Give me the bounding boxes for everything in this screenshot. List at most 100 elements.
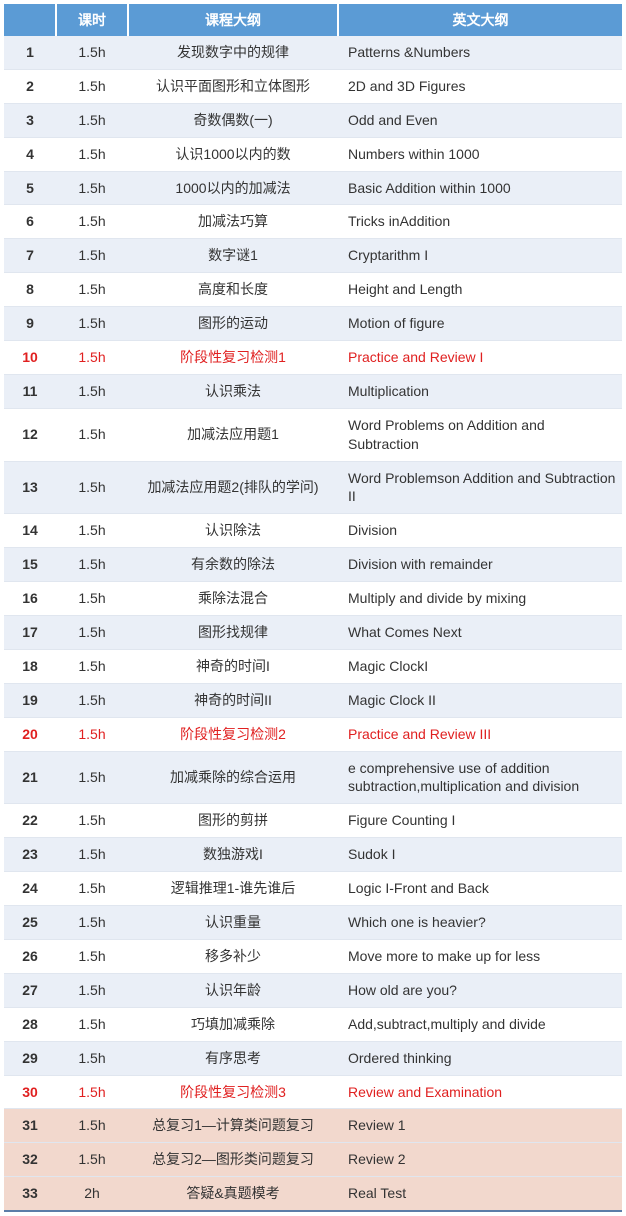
- table-row: 211.5h加减乘除的综合运用e comprehensive use of ad…: [4, 751, 622, 804]
- cell-cn: 神奇的时间II: [128, 683, 338, 717]
- cell-hours: 1.5h: [56, 408, 128, 461]
- cell-en: 2D and 3D Figures: [338, 69, 622, 103]
- cell-cn: 认识重量: [128, 906, 338, 940]
- cell-cn: 巧填加减乘除: [128, 1007, 338, 1041]
- cell-cn: 1000以内的加减法: [128, 171, 338, 205]
- cell-hours: 1.5h: [56, 1143, 128, 1177]
- table-row: 31.5h奇数偶数(一)Odd and Even: [4, 103, 622, 137]
- curriculum-table: 课时 课程大纲 英文大纲 11.5h发现数字中的规律Patterns &Numb…: [4, 4, 622, 1212]
- cell-hours: 1.5h: [56, 307, 128, 341]
- table-row: 131.5h加减法应用题2(排队的学问)Word Problemson Addi…: [4, 461, 622, 514]
- cell-hours: 1.5h: [56, 804, 128, 838]
- cell-cn: 数字谜1: [128, 239, 338, 273]
- header-index: [4, 4, 56, 36]
- cell-index: 9: [4, 307, 56, 341]
- table-row: 61.5h加减法巧算Tricks inAddition: [4, 205, 622, 239]
- cell-index: 33: [4, 1177, 56, 1211]
- cell-hours: 1.5h: [56, 548, 128, 582]
- cell-index: 16: [4, 582, 56, 616]
- table-row: 251.5h认识重量Which one is heavier?: [4, 906, 622, 940]
- table-row: 51.5h1000以内的加减法Basic Addition within 100…: [4, 171, 622, 205]
- cell-cn: 认识年龄: [128, 973, 338, 1007]
- cell-en: Division with remainder: [338, 548, 622, 582]
- cell-en: How old are you?: [338, 973, 622, 1007]
- cell-en: Basic Addition within 1000: [338, 171, 622, 205]
- cell-hours: 1.5h: [56, 1075, 128, 1109]
- cell-en: Multiplication: [338, 374, 622, 408]
- cell-cn: 有余数的除法: [128, 548, 338, 582]
- cell-en: Height and Length: [338, 273, 622, 307]
- header-cn: 课程大纲: [128, 4, 338, 36]
- cell-index: 21: [4, 751, 56, 804]
- cell-index: 24: [4, 872, 56, 906]
- cell-cn: 认识除法: [128, 514, 338, 548]
- cell-cn: 奇数偶数(一): [128, 103, 338, 137]
- cell-index: 3: [4, 103, 56, 137]
- cell-hours: 1.5h: [56, 1007, 128, 1041]
- cell-en: What Comes Next: [338, 616, 622, 650]
- table-row: 21.5h认识平面图形和立体图形2D and 3D Figures: [4, 69, 622, 103]
- table-row: 41.5h认识1000以内的数Numbers within 1000: [4, 137, 622, 171]
- cell-hours: 1.5h: [56, 616, 128, 650]
- cell-cn: 有序思考: [128, 1041, 338, 1075]
- cell-hours: 1.5h: [56, 69, 128, 103]
- cell-index: 25: [4, 906, 56, 940]
- cell-index: 19: [4, 683, 56, 717]
- cell-en: Tricks inAddition: [338, 205, 622, 239]
- cell-cn: 认识乘法: [128, 374, 338, 408]
- cell-cn: 认识1000以内的数: [128, 137, 338, 171]
- cell-en: Multiply and divide by mixing: [338, 582, 622, 616]
- cell-index: 12: [4, 408, 56, 461]
- cell-en: Review 1: [338, 1109, 622, 1143]
- cell-cn: 乘除法混合: [128, 582, 338, 616]
- cell-cn: 神奇的时间I: [128, 649, 338, 683]
- header-en: 英文大纲: [338, 4, 622, 36]
- cell-cn: 阶段性复习检测2: [128, 717, 338, 751]
- cell-cn: 加减法应用题2(排队的学问): [128, 461, 338, 514]
- cell-en: Figure Counting I: [338, 804, 622, 838]
- cell-index: 31: [4, 1109, 56, 1143]
- cell-cn: 数独游戏I: [128, 838, 338, 872]
- cell-index: 11: [4, 374, 56, 408]
- cell-hours: 1.5h: [56, 341, 128, 375]
- cell-cn: 总复习1—计算类问题复习: [128, 1109, 338, 1143]
- cell-index: 18: [4, 649, 56, 683]
- cell-en: Real Test: [338, 1177, 622, 1211]
- cell-index: 26: [4, 939, 56, 973]
- cell-en: Numbers within 1000: [338, 137, 622, 171]
- cell-cn: 逻辑推理1-谁先谁后: [128, 872, 338, 906]
- table-row: 111.5h认识乘法Multiplication: [4, 374, 622, 408]
- table-row: 201.5h阶段性复习检测2Practice and Review III: [4, 717, 622, 751]
- table-body: 11.5h发现数字中的规律Patterns &Numbers21.5h认识平面图…: [4, 36, 622, 1211]
- cell-cn: 图形的运动: [128, 307, 338, 341]
- cell-index: 27: [4, 973, 56, 1007]
- cell-hours: 1.5h: [56, 1109, 128, 1143]
- table-header: 课时 课程大纲 英文大纲: [4, 4, 622, 36]
- table-row: 121.5h加减法应用题1Word Problems on Addition a…: [4, 408, 622, 461]
- table-row: 191.5h神奇的时间IIMagic Clock II: [4, 683, 622, 717]
- cell-index: 17: [4, 616, 56, 650]
- cell-en: Review and Examination: [338, 1075, 622, 1109]
- cell-index: 6: [4, 205, 56, 239]
- cell-en: Logic I-Front and Back: [338, 872, 622, 906]
- cell-en: Sudok I: [338, 838, 622, 872]
- cell-hours: 1.5h: [56, 838, 128, 872]
- cell-en: Division: [338, 514, 622, 548]
- cell-index: 28: [4, 1007, 56, 1041]
- table-row: 81.5h高度和长度Height and Length: [4, 273, 622, 307]
- cell-hours: 1.5h: [56, 906, 128, 940]
- cell-hours: 2h: [56, 1177, 128, 1211]
- table-row: 241.5h逻辑推理1-谁先谁后Logic I-Front and Back: [4, 872, 622, 906]
- table-row: 91.5h图形的运动Motion of figure: [4, 307, 622, 341]
- cell-en: Patterns &Numbers: [338, 36, 622, 69]
- cell-index: 7: [4, 239, 56, 273]
- cell-hours: 1.5h: [56, 36, 128, 69]
- cell-en: Magic Clock II: [338, 683, 622, 717]
- cell-hours: 1.5h: [56, 973, 128, 1007]
- cell-en: Cryptarithm I: [338, 239, 622, 273]
- table-row: 141.5h认识除法Division: [4, 514, 622, 548]
- cell-cn: 移多补少: [128, 939, 338, 973]
- table-row: 71.5h数字谜1Cryptarithm I: [4, 239, 622, 273]
- cell-cn: 图形的剪拼: [128, 804, 338, 838]
- cell-index: 14: [4, 514, 56, 548]
